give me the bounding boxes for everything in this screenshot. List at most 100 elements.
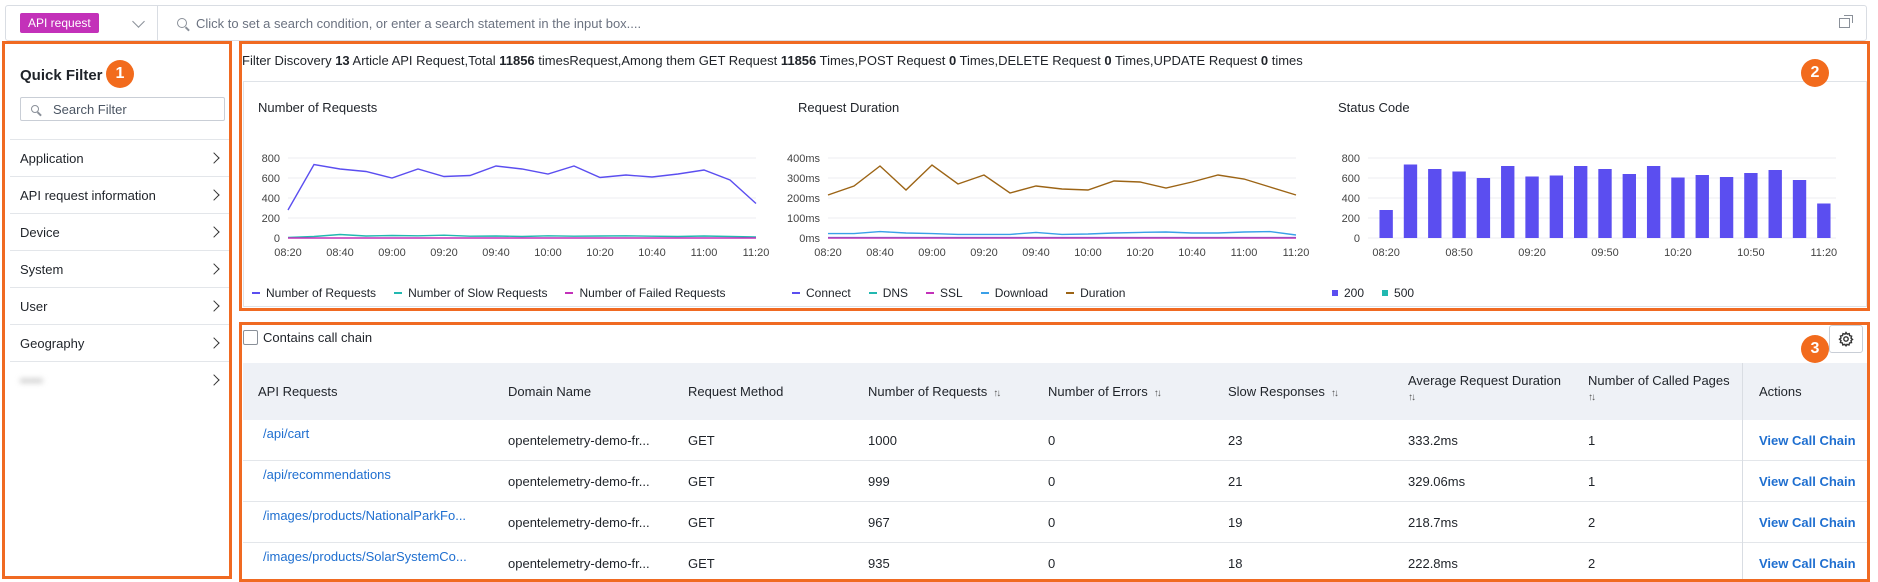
legend-item[interactable]: Duration — [1066, 286, 1125, 300]
table-row[interactable]: /images/products/NationalParkFo... opente… — [243, 502, 1867, 543]
x-tick-label: 10:20 — [1126, 247, 1154, 259]
cell-api-request[interactable]: /api/recommendations — [263, 467, 391, 482]
x-tick-label: 10:20 — [1664, 247, 1692, 259]
cell-slow-responses: 18 — [1228, 555, 1243, 571]
col-number-of-errors[interactable]: Number of Errors ↑↓ — [1048, 384, 1162, 399]
cell-number-of-errors: 0 — [1048, 473, 1056, 489]
table-body: /api/cart opentelemetry-demo-fr... GET 1000… — [243, 420, 1867, 582]
cell-called-pages: 1 — [1588, 432, 1596, 448]
x-tick-label: 09:20 — [1518, 247, 1546, 259]
legend-item[interactable]: SSL — [926, 286, 963, 300]
legend-item[interactable]: 200 — [1332, 286, 1364, 300]
y-tick-label: 0 — [274, 233, 280, 245]
series-line-download — [828, 230, 1297, 236]
col-api-requests: API Requests — [258, 384, 338, 399]
cell-domain-name: opentelemetry-demo-fr... — [508, 514, 650, 530]
cell-api-request[interactable]: /images/products/SolarSystemCo... — [263, 549, 467, 564]
cell-number-of-errors: 0 — [1048, 555, 1056, 571]
cell-average-duration: 218.7ms — [1408, 514, 1458, 530]
col-number-of-called-pages[interactable]: Number of Called Pages ↑↓ — [1588, 373, 1730, 403]
legend-item[interactable]: Number of Slow Requests — [394, 286, 547, 300]
filter-search-box[interactable] — [20, 97, 225, 121]
summary-text: Filter Discovery 13 Article API Request,… — [242, 53, 1303, 68]
chart-status-plot: 0 200 400 600 800 08:20 08:50 09:20 09:50 10:20 10… — [1342, 153, 1838, 259]
expand-icon[interactable] — [1839, 15, 1853, 28]
x-tick-label: 08:50 — [1445, 247, 1473, 259]
view-call-chain-link[interactable]: View Call Chain — [1759, 555, 1856, 571]
col-actions: Actions — [1759, 384, 1802, 399]
x-tick-label: 11:00 — [691, 247, 718, 259]
filter-item-blurred[interactable]: ••••• — [10, 361, 230, 398]
call-chain-filter[interactable]: Contains call chain — [243, 330, 372, 345]
legend-item[interactable]: Number of Failed Requests — [565, 286, 726, 300]
x-tick-label: 09:20 — [430, 247, 458, 259]
chart-duration: Request Duration 0ms 100ms 200ms 300ms 400ms… — [784, 82, 1324, 308]
chevron-down-icon — [132, 15, 145, 28]
chart-title: Request Duration — [798, 100, 900, 115]
legend-swatch — [868, 292, 877, 294]
request-type-select[interactable]: API request — [6, 6, 158, 40]
legend-item[interactable]: DNS — [868, 286, 908, 300]
filter-item-label: Geography — [20, 335, 85, 351]
filter-item-geography[interactable]: Geography — [10, 324, 230, 361]
legend-item[interactable]: Connect — [792, 286, 851, 300]
filter-item-label: API request information — [20, 187, 156, 203]
sort-icon[interactable]: ↑↓ — [1408, 392, 1416, 403]
cell-domain-name: opentelemetry-demo-fr... — [508, 432, 650, 448]
highlight-box-3 — [239, 322, 1870, 582]
call-chain-label: Contains call chain — [263, 330, 373, 345]
legend-item[interactable]: Download — [980, 286, 1048, 300]
table-row[interactable]: /api/cart opentelemetry-demo-fr... GET 1000… — [243, 420, 1867, 461]
filter-item-device[interactable]: Device — [10, 213, 230, 250]
bar-200 — [1622, 174, 1637, 238]
legend-label: Number of Requests — [266, 286, 377, 300]
x-tick-label: 10:00 — [1074, 247, 1102, 259]
series-line-number-of-slow-requests — [287, 233, 757, 239]
legend-item[interactable]: 500 — [1382, 286, 1414, 300]
chart-legend: 200 500 — [1332, 286, 1414, 300]
legend-item[interactable]: Number of Requests — [252, 286, 376, 300]
cell-request-method: GET — [688, 473, 715, 489]
x-tick-label: 10:20 — [586, 247, 614, 259]
bar-200 — [1428, 169, 1442, 238]
search-input[interactable] — [196, 15, 1839, 31]
sort-icon[interactable]: ↑↓ — [1588, 392, 1596, 403]
x-tick-label: 08:20 — [274, 247, 302, 259]
legend-swatch — [1382, 290, 1389, 296]
call-chain-checkbox[interactable] — [243, 330, 258, 345]
table-settings-button[interactable] — [1829, 325, 1863, 353]
search-icon — [31, 105, 39, 113]
filter-item-application[interactable]: Application — [10, 139, 230, 176]
quick-filter-title: Quick Filter — [20, 67, 103, 84]
col-request-method: Request Method — [688, 384, 784, 399]
col-number-of-requests[interactable]: Number of Requests ↑↓ — [868, 384, 1001, 399]
series-line-number-of-requests — [287, 163, 757, 211]
sort-icon[interactable]: ↑↓ — [993, 388, 1001, 399]
col-slow-responses[interactable]: Slow Responses ↑↓ — [1228, 384, 1339, 399]
filter-search-input[interactable] — [53, 101, 213, 117]
filter-item-system[interactable]: System — [10, 250, 230, 287]
col-average-request-duration[interactable]: Average Request Duration ↑↓ — [1408, 373, 1561, 403]
series-line-duration — [827, 164, 1297, 196]
bar-200 — [1403, 164, 1418, 238]
sort-icon[interactable]: ↑↓ — [1153, 388, 1162, 399]
table-row[interactable]: /images/products/SolarSystemCo... opentel… — [243, 543, 1867, 582]
bar-200 — [1379, 210, 1393, 238]
y-tick-label: 0ms — [799, 233, 820, 245]
filter-item-user[interactable]: User — [10, 287, 230, 324]
bar-200 — [1598, 169, 1612, 238]
table-row[interactable]: /api/recommendations opentelemetry-demo-f… — [243, 461, 1867, 502]
view-call-chain-link[interactable]: View Call Chain — [1759, 432, 1856, 448]
x-tick-label: 11:20 — [1810, 247, 1837, 259]
filter-item-api-request-information[interactable]: API request information — [10, 176, 230, 213]
x-tick-label: 09:40 — [482, 247, 510, 259]
chart-title: Number of Requests — [258, 100, 378, 115]
cell-api-request[interactable]: /api/cart — [263, 426, 310, 441]
view-call-chain-link[interactable]: View Call Chain — [1759, 514, 1856, 530]
cell-api-request[interactable]: /images/products/NationalParkFo... — [263, 508, 467, 523]
view-call-chain-link[interactable]: View Call Chain — [1759, 473, 1856, 489]
gear-icon — [1838, 331, 1854, 347]
search-icon — [168, 18, 196, 28]
sort-icon[interactable]: ↑↓ — [1330, 388, 1339, 399]
legend-swatch — [252, 292, 260, 294]
